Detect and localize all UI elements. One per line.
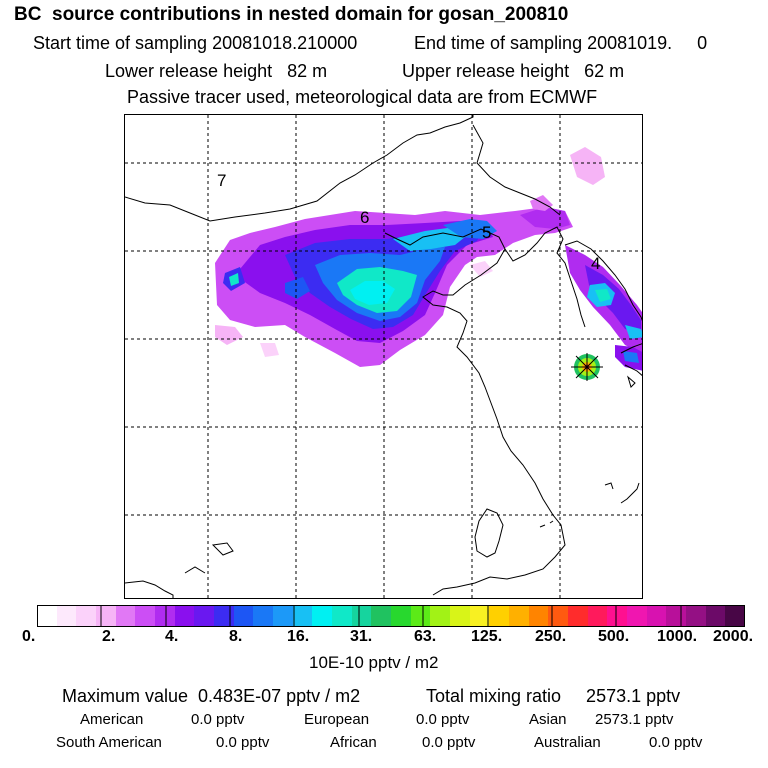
colorbar-tick-label: 2. <box>102 628 116 645</box>
colorbar-units: 10E-10 pptv / m2 <box>309 653 439 672</box>
colorbar-swatch <box>666 605 686 627</box>
colorbar-swatch <box>371 605 391 627</box>
colorbar-swatch <box>332 605 352 627</box>
asian-value: 2573.1 pptv <box>595 711 674 728</box>
colorbar-swatch <box>548 605 568 627</box>
american-label: American <box>80 711 144 728</box>
colorbar-swatch <box>568 605 588 627</box>
colorbar-swatch <box>76 605 96 627</box>
colorbar-tick-label: 0. <box>22 628 36 645</box>
colorbar-swatch <box>194 605 214 627</box>
colorbar-swatch <box>686 605 706 627</box>
colorbar-swatch <box>489 605 509 627</box>
colorbar-swatch <box>470 605 489 627</box>
colorbar-swatch <box>155 605 175 627</box>
colorbar-tick-label: 1000. <box>657 628 698 645</box>
footprint-plume <box>215 147 642 380</box>
european-value: 0.0 pptv <box>416 711 470 728</box>
colorbar-tick-label: 63. <box>414 628 437 645</box>
colorbar-swatches <box>37 605 745 627</box>
colorbar-swatch <box>529 605 548 627</box>
african-value: 0.0 pptv <box>422 734 476 751</box>
colorbar-swatch <box>352 605 371 627</box>
australian-value: 0.0 pptv <box>649 734 703 751</box>
south-american-value: 0.0 pptv <box>216 734 270 751</box>
colorbar-tick-label: 250. <box>535 628 567 645</box>
colorbar-swatch <box>647 605 666 627</box>
start-time-label: Start time of sampling 20081018.210000 <box>33 33 358 53</box>
colorbar-swatch <box>607 605 627 627</box>
colorbar-swatch <box>391 605 411 627</box>
colorbar-tick-label: 2000. <box>713 628 754 645</box>
contour-label-5: 5 <box>482 223 491 242</box>
coastlines <box>125 115 642 598</box>
colorbar-tick-label: 8. <box>229 628 243 645</box>
colorbar-swatch <box>627 605 647 627</box>
asian-label: Asian <box>529 711 567 728</box>
end-time-label: End time of sampling 20081019. 0 <box>414 33 708 53</box>
australian-label: Australian <box>534 734 601 751</box>
colorbar-swatch <box>450 605 470 627</box>
colorbar-swatch <box>214 605 234 627</box>
plot-title: BC source contributions in nested domain… <box>14 4 569 25</box>
contour-labels: 7 6 5 4 <box>217 171 600 273</box>
south-american-label: South American <box>56 734 162 751</box>
colorbar-tick-label: 16. <box>287 628 310 645</box>
african-label: African <box>330 734 377 751</box>
colorbar-tick-label: 31. <box>350 628 373 645</box>
colorbar <box>37 605 745 627</box>
colorbar-swatch <box>725 605 745 627</box>
colorbar-swatch <box>175 605 194 627</box>
colorbar-swatch <box>706 605 725 627</box>
european-label: European <box>304 711 370 728</box>
colorbar-swatch <box>293 605 312 627</box>
colorbar-swatch <box>96 605 116 627</box>
colorbar-tick-label: 500. <box>598 628 630 645</box>
contour-label-7: 7 <box>217 171 226 190</box>
colorbar-swatch <box>430 605 450 627</box>
american-value: 0.0 pptv <box>191 711 245 728</box>
upper-release-label: Upper release height 62 m <box>402 61 625 81</box>
total-mixing-ratio-label: Total mixing ratio 2573.1 pptv <box>426 686 681 706</box>
colorbar-swatch <box>411 605 430 627</box>
colorbar-swatch <box>37 605 57 627</box>
receptor-star-icon <box>571 353 603 381</box>
maximum-value-label: Maximum value 0.483E-07 pptv / m2 <box>62 686 361 706</box>
colorbar-swatch <box>588 605 607 627</box>
colorbar-swatch <box>57 605 76 627</box>
colorbar-frame <box>37 605 745 627</box>
colorbar-swatch <box>253 605 273 627</box>
graticule <box>125 115 642 598</box>
lower-release-label: Lower release height 82 m <box>105 61 328 81</box>
map-canvas: 7 6 5 4 <box>125 115 642 598</box>
colorbar-swatch <box>273 605 293 627</box>
colorbar-swatch <box>234 605 253 627</box>
tracer-note: Passive tracer used, meteorological data… <box>127 87 598 107</box>
colorbar-tick-label: 4. <box>165 628 179 645</box>
map-panel: 7 6 5 4 <box>124 114 643 599</box>
colorbar-swatch <box>135 605 155 627</box>
colorbar-tick-label: 125. <box>471 628 503 645</box>
colorbar-swatch <box>312 605 332 627</box>
colorbar-swatch <box>116 605 135 627</box>
contour-label-4: 4 <box>591 254 600 273</box>
contour-label-6: 6 <box>360 208 369 227</box>
colorbar-swatch <box>509 605 529 627</box>
